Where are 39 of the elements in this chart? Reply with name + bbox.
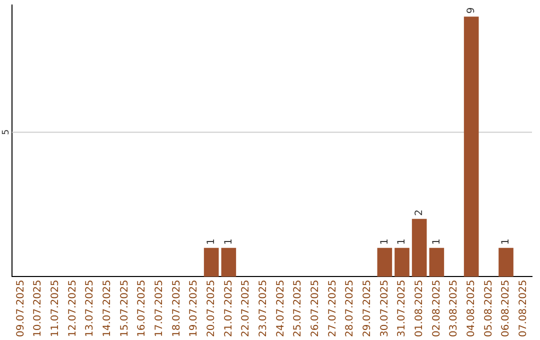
x-tick-label: 23.07.2025	[258, 280, 269, 338]
data-label: 1	[206, 238, 217, 245]
x-tick-label: 04.08.2025	[466, 280, 477, 338]
x-tick-label: 22.07.2025	[240, 280, 252, 338]
x-tick-label: 16.07.2025	[136, 280, 148, 338]
data-label: 1	[396, 238, 408, 245]
x-tick-label: 24.07.2025	[275, 280, 286, 338]
x-tick-label: 02.08.2025	[431, 280, 442, 338]
x-tick-label: 31.07.2025	[396, 280, 408, 338]
data-label: 1	[379, 238, 390, 245]
x-tick-label: 18.07.2025	[171, 280, 182, 338]
x-tick-label: 11.07.2025	[50, 280, 61, 338]
x-tick-label: 25.07.2025	[292, 280, 304, 338]
x-tick-label: 05.08.2025	[483, 280, 494, 338]
x-tick-label: 03.08.2025	[448, 280, 460, 338]
x-tick-label: 29.07.2025	[362, 280, 373, 338]
x-tick-label: 13.07.2025	[84, 280, 96, 338]
x-tick-label: 09.07.2025	[15, 280, 26, 338]
x-tick-label: 30.07.2025	[379, 280, 390, 338]
x-tick-label: 10.07.2025	[32, 280, 44, 338]
data-label: 9	[466, 7, 477, 14]
x-tick-label: 20.07.2025	[206, 280, 217, 338]
x-tick-label: 27.07.2025	[327, 280, 338, 338]
data-label: 2	[414, 210, 425, 216]
data-label: 1	[223, 238, 234, 245]
x-tick-label: 12.07.2025	[67, 280, 78, 338]
data-label: 1	[431, 238, 442, 245]
x-tick-label: 07.08.2025	[518, 280, 529, 338]
x-tick-label: 15.07.2025	[119, 280, 130, 338]
data-label: 1	[500, 238, 512, 245]
x-tick-label: 14.07.2025	[102, 280, 113, 338]
x-tick-label: 19.07.2025	[188, 280, 200, 338]
x-tick-label: 21.07.2025	[223, 280, 234, 338]
x-tick-label: 17.07.2025	[154, 280, 165, 338]
ref-line-label: 5	[1, 129, 12, 136]
x-tick-label: 28.07.2025	[344, 280, 356, 338]
x-tick-label: 06.08.2025	[500, 280, 512, 338]
x-tick-label: 26.07.2025	[310, 280, 321, 338]
x-tick-label: 01.08.2025	[414, 280, 425, 338]
